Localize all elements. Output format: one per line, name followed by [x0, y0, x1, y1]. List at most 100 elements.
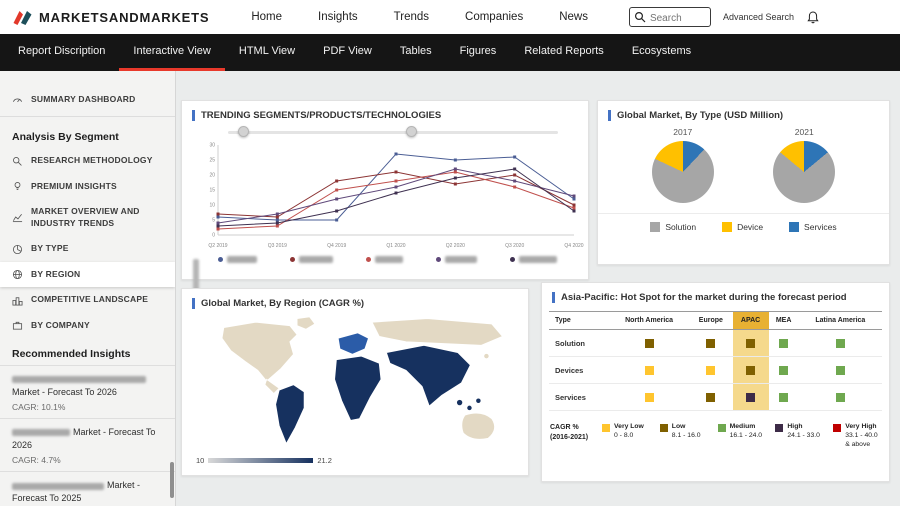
title-accent-bar: [192, 110, 195, 122]
heatmap-cell: [798, 329, 882, 358]
scale-min: 10: [196, 456, 205, 465]
legend-item: [436, 256, 480, 264]
row-label: Solution: [549, 329, 609, 358]
svg-text:30: 30: [209, 143, 215, 149]
magnifier-icon: [13, 156, 22, 166]
sidebar-item-label: RESEARCH METHODOLOGY: [31, 155, 153, 166]
heat-square: [779, 392, 789, 402]
svg-text:Q4 2020: Q4 2020: [564, 243, 583, 249]
title-accent-bar: [608, 110, 611, 122]
notifications-bell-icon[interactable]: [806, 10, 820, 25]
legend-item: [290, 256, 336, 264]
sidebar-item-summary-dashboard[interactable]: SUMMARY DASHBOARD: [0, 87, 175, 112]
tab-figures[interactable]: Figures: [459, 45, 497, 57]
legend-dot: [290, 257, 295, 263]
sidebar-item-premium-insights[interactable]: PREMIUM INSIGHTS: [0, 174, 175, 199]
legend-dot: [510, 257, 515, 263]
recommended-insights-heading: Recommended Insights: [12, 348, 131, 361]
table-row: Solution: [549, 329, 882, 358]
redacted-text: [227, 256, 257, 264]
y-axis-label-redacted: [193, 259, 199, 303]
slider-handle-right[interactable]: [406, 126, 418, 138]
nav-news[interactable]: News: [559, 11, 588, 23]
range-slider[interactable]: [228, 126, 558, 139]
lightbulb-icon: [14, 182, 21, 191]
pie-year-label: 2017: [673, 127, 693, 138]
heatmap-cell: [608, 383, 690, 412]
pie-legend: Solution Device Services: [598, 213, 889, 233]
podium-icon: [12, 296, 23, 306]
redacted-text: [12, 482, 104, 490]
column-header: Europe: [689, 311, 733, 331]
recommended-insight[interactable]: Market - Forecast To 2026 CAGR: 4.7%: [0, 418, 175, 471]
column-header: MEA: [768, 311, 799, 331]
svg-text:0: 0: [212, 233, 215, 239]
search-icon: [634, 11, 646, 23]
row-label: Devices: [549, 356, 609, 385]
brand-logo[interactable]: MARKETSANDMARKETS: [12, 9, 209, 26]
svg-text:Q2 2019: Q2 2019: [208, 243, 227, 249]
nav-companies[interactable]: Companies: [465, 11, 524, 23]
nav-trends[interactable]: Trends: [393, 11, 430, 23]
legend-item: Medium 16.1 - 24.0: [717, 423, 768, 441]
scale-gradient-bar: [208, 458, 314, 463]
nav-insights[interactable]: Insights: [318, 11, 358, 23]
sidebar-item-label: PREMIUM INSIGHTS: [31, 180, 117, 191]
sidebar-item-research-methodology[interactable]: RESEARCH METHODOLOGY: [0, 148, 175, 173]
sidebar-item-label: BY COMPANY: [31, 319, 90, 330]
sidebar-item-by-region[interactable]: BY REGION: [0, 261, 175, 288]
nav-home[interactable]: Home: [251, 11, 283, 23]
heatmap-cell: [798, 356, 882, 385]
heat-square: [706, 338, 716, 348]
redacted-text: [12, 376, 146, 384]
svg-text:Q3 2020: Q3 2020: [505, 243, 524, 249]
slider-handle-left[interactable]: [237, 126, 249, 138]
heatmap-cell: [608, 356, 690, 385]
by-type-card: Global Market, By Type (USD Million) 201…: [597, 100, 890, 265]
advanced-search-link[interactable]: Advanced Search: [722, 12, 794, 22]
world-map[interactable]: [186, 315, 526, 449]
tab-related-reports[interactable]: Related Reports: [524, 45, 604, 57]
sidebar-item-by-type[interactable]: BY TYPE: [0, 236, 175, 261]
tab-report-discription[interactable]: Report Discription: [18, 45, 106, 57]
heatmap-cell: [689, 383, 733, 412]
table-row: Services: [549, 383, 882, 412]
redacted-text: [12, 429, 70, 437]
pie-charts: 2017 2021: [598, 125, 889, 204]
redacted-text: [519, 256, 557, 264]
pie-2021: 2021: [773, 127, 836, 204]
svg-text:15: 15: [209, 188, 215, 194]
tab-interactive-view[interactable]: Interactive View: [119, 34, 225, 71]
recommended-insight[interactable]: Market - Forecast To 2025 CAGR: 14.6%: [0, 471, 175, 506]
legend-swatch: [659, 424, 668, 433]
sidebar-item-market-overview[interactable]: MARKET OVERVIEW AND INDUSTRY TRENDS: [0, 199, 175, 236]
tab-html-view[interactable]: HTML View: [238, 45, 296, 57]
sidebar-item-competitive-landscape[interactable]: COMPETITIVE LANDSCAPE: [0, 287, 175, 312]
legend-item: [218, 256, 260, 264]
sidebar-item-label: SUMMARY DASHBOARD: [31, 94, 136, 104]
search-box[interactable]: [628, 7, 711, 28]
sidebar-item-by-company[interactable]: BY COMPANY: [0, 313, 175, 338]
analysis-by-segment-heading: Analysis By Segment: [12, 131, 119, 144]
legend-swatch: [650, 222, 661, 233]
pie-icon: [12, 244, 23, 254]
legend-item: Very High 33.1 - 40.0 & above: [833, 423, 883, 449]
sidebar-item-label: BY REGION: [31, 268, 81, 279]
by-region-card: Global Market, By Region (CAGR %): [181, 288, 529, 476]
heat-square: [644, 365, 654, 375]
report-tab-bar: Report Discription Interactive View HTML…: [0, 34, 900, 71]
tab-pdf-view[interactable]: PDF View: [323, 45, 372, 57]
heatmap-cell: [768, 329, 799, 358]
header-right: Advanced Search: [628, 7, 820, 28]
search-input[interactable]: [629, 9, 710, 28]
trend-chart-icon: [12, 214, 23, 223]
top-header: MARKETSANDMARKETS Home Insights Trends C…: [0, 0, 900, 34]
svg-text:25: 25: [209, 158, 215, 164]
legend-item: High 24.1 - 33.0: [775, 423, 825, 441]
heat-square: [746, 338, 756, 348]
recommended-insight[interactable]: Market - Forecast To 2026 CAGR: 10.1%: [0, 365, 175, 418]
tab-tables[interactable]: Tables: [399, 45, 432, 57]
tab-ecosystems[interactable]: Ecosystems: [631, 45, 692, 57]
sidebar-scrollbar[interactable]: [170, 462, 174, 498]
legend-item: Solution: [650, 222, 696, 233]
